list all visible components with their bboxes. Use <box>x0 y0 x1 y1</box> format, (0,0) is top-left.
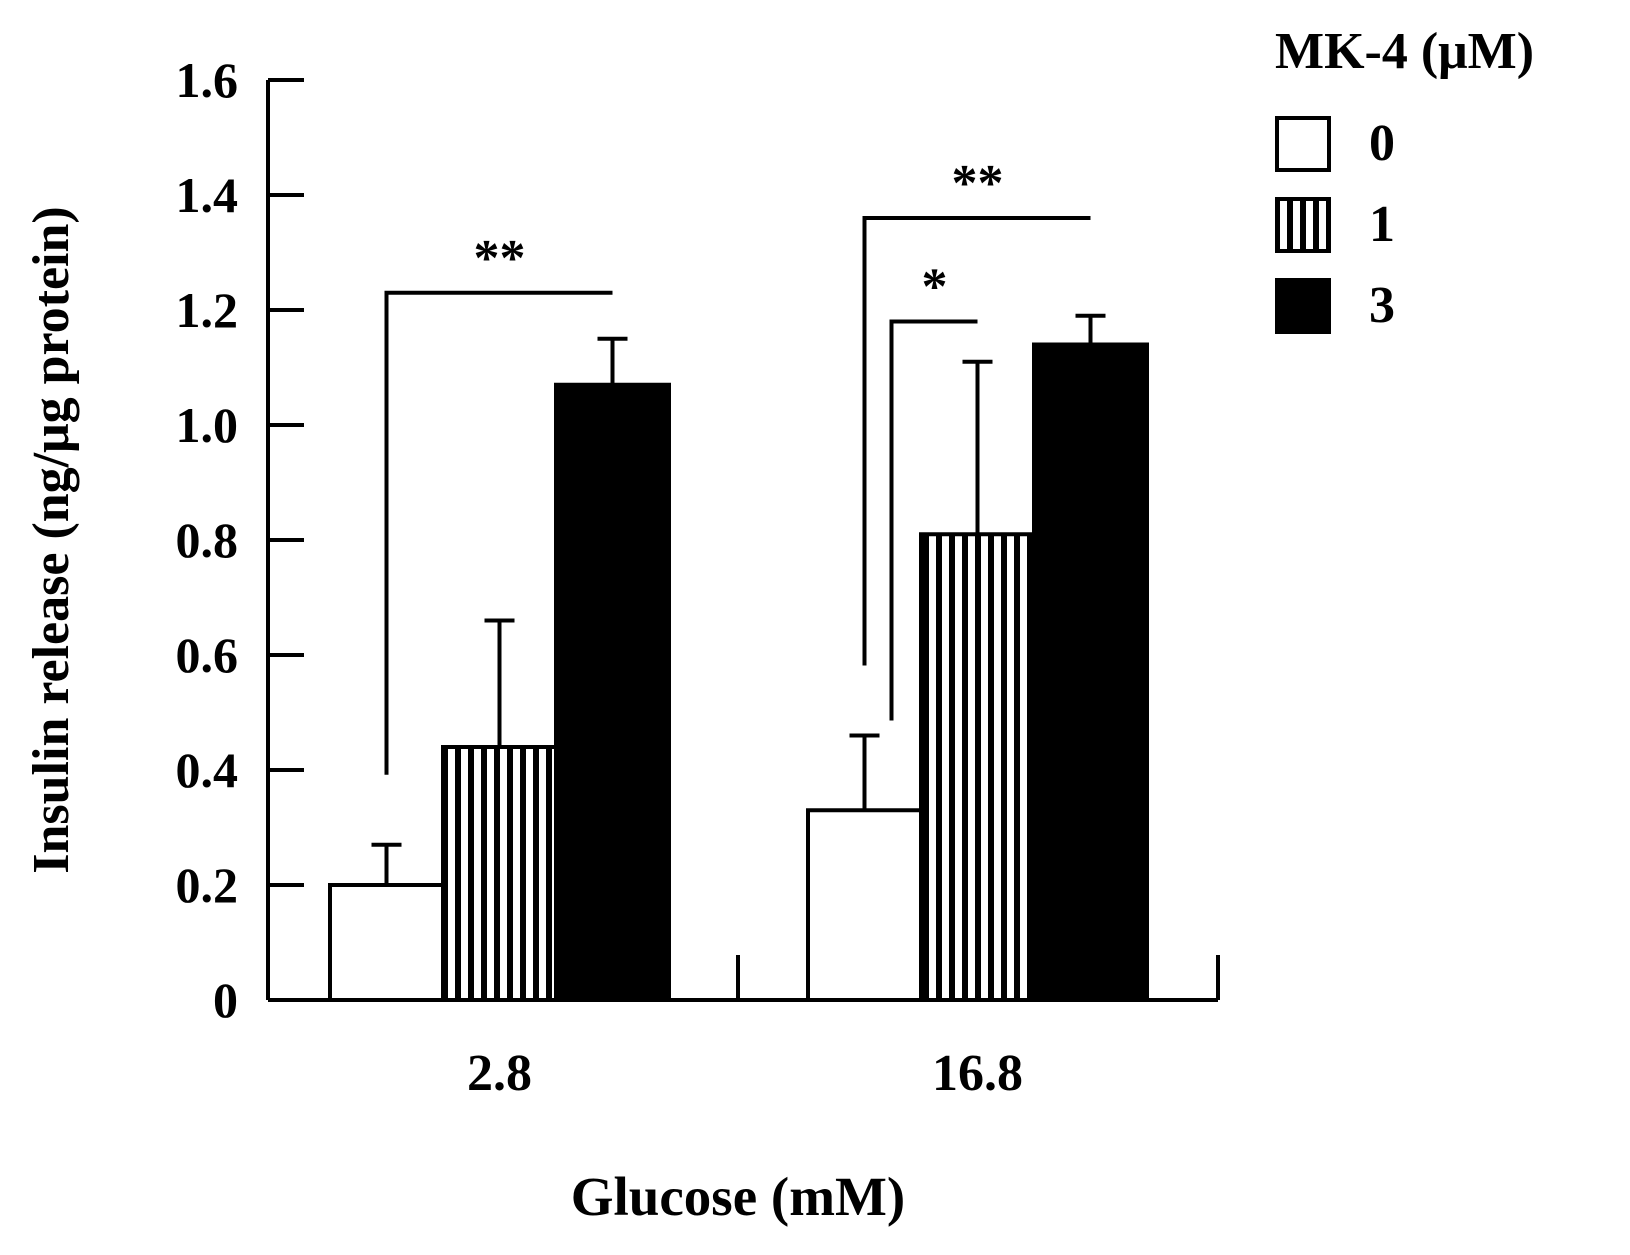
y-tick-label: 0 <box>213 972 238 1028</box>
legend-swatch-1 <box>1275 197 1331 253</box>
y-tick-label: 0.2 <box>176 857 239 913</box>
error-bars <box>371 313 1106 885</box>
y-tick-label: 1.2 <box>176 282 239 338</box>
significance-marker: ** <box>952 155 1004 212</box>
significance-marker: ** <box>474 230 526 287</box>
x-axis-label: Glucose (mM) <box>571 1166 906 1227</box>
legend-label: 3 <box>1369 277 1395 334</box>
legend: 0 1 3 <box>1275 115 1395 334</box>
bar-1-2_8 <box>441 745 558 1002</box>
significance-bracket <box>889 319 978 721</box>
bar-3-2_8 <box>554 382 671 1002</box>
legend-label: 1 <box>1369 196 1395 253</box>
axes: 0 0.2 0.4 0.6 0.8 1.0 1.2 1.4 1.6 2.8 16.8 <box>176 52 1220 1102</box>
legend-label: 0 <box>1369 115 1395 172</box>
bar-0-16_8 <box>806 808 923 1002</box>
y-tick-label: 1.4 <box>176 167 239 223</box>
legend-title: MK-4 (μM) <box>1275 23 1534 80</box>
bars <box>328 342 1149 1002</box>
y-tick-label: 0.4 <box>176 742 239 798</box>
significance-marker: * <box>922 259 948 316</box>
significance-bracket <box>862 216 1091 666</box>
significance-brackets: ***** <box>384 155 1091 775</box>
y-tick-label: 0.8 <box>176 512 239 568</box>
bar-1-16_8 <box>919 532 1036 1002</box>
y-tick-label: 1.0 <box>176 397 239 453</box>
bar-0-2_8 <box>328 883 445 1002</box>
x-tick-label: 16.8 <box>932 1045 1023 1102</box>
significance-bracket <box>384 290 613 775</box>
x-tick-label: 2.8 <box>467 1045 532 1102</box>
legend-swatch-0 <box>1275 116 1331 172</box>
y-tick-label: 1.6 <box>176 52 239 108</box>
legend-swatch-3 <box>1275 278 1331 334</box>
bar-3-16_8 <box>1032 342 1149 1002</box>
y-tick-label: 0.6 <box>176 627 239 683</box>
y-axis-label: Insulin release (ng/μg protein) <box>23 206 80 874</box>
